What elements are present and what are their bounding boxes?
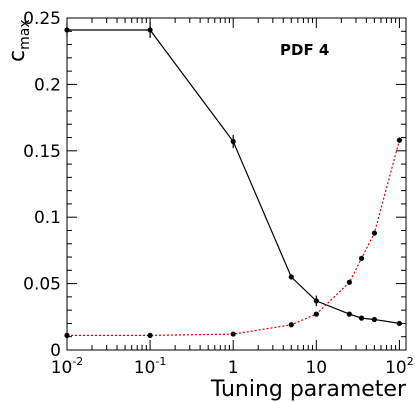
x-axis-label: Tuning parameter xyxy=(210,377,407,402)
x-tick-label: 102 xyxy=(385,355,414,378)
data-point xyxy=(313,298,319,304)
plot-frame xyxy=(66,17,407,351)
x-tick-label: 10-2 xyxy=(51,355,84,378)
x-tick-label-base: 10 xyxy=(134,358,156,378)
y-tick-label: 0.1 xyxy=(34,208,61,228)
y-axis-label: cmax xyxy=(5,19,33,62)
y-tick-label: 0.2 xyxy=(34,75,61,95)
data-point xyxy=(396,137,403,143)
y-tick-label: 0 xyxy=(50,341,61,361)
data-point xyxy=(147,27,153,33)
y-tick-labels: 0 0.05 0.1 0.15 0.2 0.25 xyxy=(23,9,61,361)
series-line xyxy=(67,29,400,324)
axis-ticks xyxy=(66,17,406,351)
x-tick-label: 1 xyxy=(228,358,239,378)
x-tick-labels: 10-2 10-1 1 10 102 xyxy=(51,355,414,378)
data-point xyxy=(147,332,153,338)
x-tick-label-base: 10 xyxy=(385,358,407,378)
x-tick-label-base: 10 xyxy=(51,358,73,378)
data-point xyxy=(288,274,294,280)
y-axis-label-main: c xyxy=(5,50,30,62)
x-tick-label: 10-1 xyxy=(134,355,167,378)
y-tick-label: 0.25 xyxy=(23,9,61,29)
data-point xyxy=(371,230,378,236)
data-point xyxy=(230,138,236,145)
series-line xyxy=(67,140,400,336)
x-tick-label-exponent: -2 xyxy=(72,355,83,368)
x-tick-label-exponent: -1 xyxy=(155,355,166,368)
data-point xyxy=(358,315,365,321)
data-point xyxy=(313,311,319,317)
data-point xyxy=(64,27,70,33)
panel-label: PDF 4 xyxy=(280,41,329,59)
x-tick-label-exponent: 2 xyxy=(407,355,414,368)
data-point xyxy=(346,279,352,285)
x-tick-label: 10 xyxy=(305,358,327,378)
series-layer xyxy=(64,21,403,338)
y-axis-label-sub: max xyxy=(17,19,33,50)
data-point xyxy=(346,311,352,317)
data-point xyxy=(230,331,236,337)
y-tick-label: 0.05 xyxy=(23,275,61,295)
data-point xyxy=(288,322,294,328)
data-point xyxy=(396,320,403,327)
data-point xyxy=(371,316,378,323)
data-point xyxy=(64,332,70,338)
y-tick-label: 0.15 xyxy=(23,142,61,162)
data-point xyxy=(358,255,365,261)
x-tick-label-base: 1 xyxy=(228,358,239,378)
x-tick-label-base: 10 xyxy=(305,358,327,378)
series-1 xyxy=(64,137,403,338)
series-0 xyxy=(64,21,403,327)
